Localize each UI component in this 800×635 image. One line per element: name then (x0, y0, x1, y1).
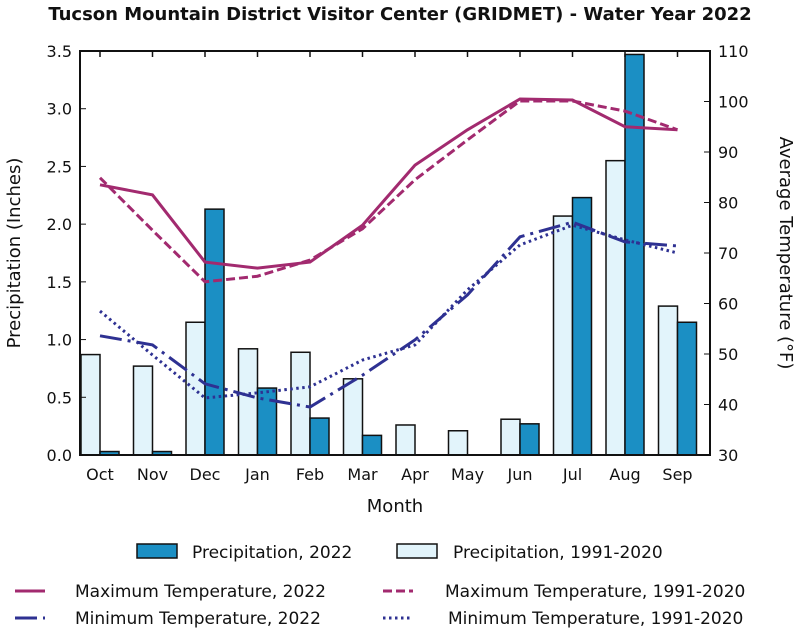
y-tick-label: 1.5 (47, 273, 72, 292)
y-tick-label: 1.0 (47, 331, 72, 350)
bar-precip-normal-Jul (552, 215, 574, 456)
line-maximum-temperature-1991-2020 (98, 99, 679, 284)
legend-swatch-precip-2022 (136, 543, 178, 559)
legend-label: Maximum Temperature, 2022 (75, 582, 326, 602)
y-tick-label: 3.5 (47, 42, 72, 61)
legend-swatch-precip-normal (396, 543, 438, 559)
y-tick-label: 3.0 (47, 100, 72, 119)
bar-precip-2022-Jan (256, 387, 278, 456)
bar-precip-normal-Aug (605, 159, 626, 456)
x-tick-label: Sep (662, 465, 692, 484)
line-minimum-temperature-2022 (99, 220, 678, 409)
y2-tick-label: 90 (718, 143, 738, 162)
chart-title: Tucson Mountain District Visitor Center … (48, 4, 751, 25)
bar-precip-normal-Nov (132, 365, 154, 456)
x-tick-label: Feb (296, 465, 324, 484)
bar-precip-normal-Jun (500, 418, 521, 456)
y2-tick-label: 40 (718, 396, 738, 415)
x-tick-label: Oct (86, 465, 114, 484)
y-tick-label: 0.5 (47, 388, 72, 407)
bar-precip-normal-Jan (237, 348, 259, 456)
bar-precip-2022-Feb (309, 417, 330, 456)
y-axis-label: Precipitation (Inches) (4, 158, 25, 349)
x-tick-label: Dec (190, 465, 221, 484)
bar-precip-normal-Oct (80, 353, 101, 456)
bar-precip-normal-Mar (342, 378, 364, 456)
x-tick-label: Jan (244, 465, 270, 484)
legend-label: Minimum Temperature, 1991-2020 (448, 609, 743, 629)
x-tick-label: May (451, 465, 484, 484)
legend-label: Precipitation, 1991-2020 (453, 543, 663, 563)
x-tick-label: Aug (609, 465, 640, 484)
bar-precip-2022-Sep (676, 321, 698, 456)
legend-label: Maximum Temperature, 1991-2020 (445, 582, 745, 602)
x-axis-label: Month (367, 496, 423, 517)
y2-tick-label: 70 (718, 244, 738, 263)
x-tick-label: Jun (507, 465, 533, 484)
bar-precip-2022-Aug (624, 53, 645, 456)
bar-precip-2022-Jul (571, 196, 593, 456)
legend-label: Minimum Temperature, 2022 (75, 609, 321, 629)
bar-precip-normal-Feb (290, 351, 311, 456)
x-tick-label: Nov (137, 465, 168, 484)
y2-tick-label: 30 (718, 446, 738, 465)
bar-precip-normal-Apr (395, 424, 416, 456)
y-tick-label: 2.0 (47, 215, 72, 234)
y2-tick-label: 50 (718, 345, 738, 364)
y2-tick-label: 60 (718, 295, 738, 314)
y2-tick-label: 110 (718, 42, 749, 61)
line-maximum-temperature-2022 (99, 97, 678, 270)
x-tick-label: Apr (401, 465, 429, 484)
bar-precip-normal-Sep (657, 305, 679, 456)
legend: Precipitation, 2022 Precipitation, 1991-2… (15, 543, 745, 629)
bar-precip-normal-Dec (185, 321, 206, 456)
bar-precip-normal-May (447, 430, 469, 456)
bar-precip-2022-Jun (519, 423, 540, 456)
x-tick-label: Jul (562, 465, 582, 484)
y2-axis-label: Average Temperature (°F) (775, 137, 796, 370)
y-tick-label: 0.0 (47, 446, 72, 465)
legend-label: Precipitation, 2022 (192, 543, 352, 563)
x-tick-label: Mar (347, 465, 378, 484)
bar-precip-2022-Dec (204, 208, 225, 456)
y2-tick-label: 80 (718, 194, 738, 213)
y-tick-label: 2.5 (47, 157, 72, 176)
bar-precip-2022-Mar (361, 434, 383, 456)
line-minimum-temperature-1991-2020 (99, 223, 678, 400)
y2-tick-label: 100 (718, 93, 749, 112)
